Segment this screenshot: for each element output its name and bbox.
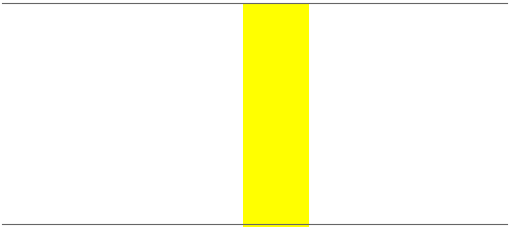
Bar [242,4,308,227]
Bar [242,195,308,227]
